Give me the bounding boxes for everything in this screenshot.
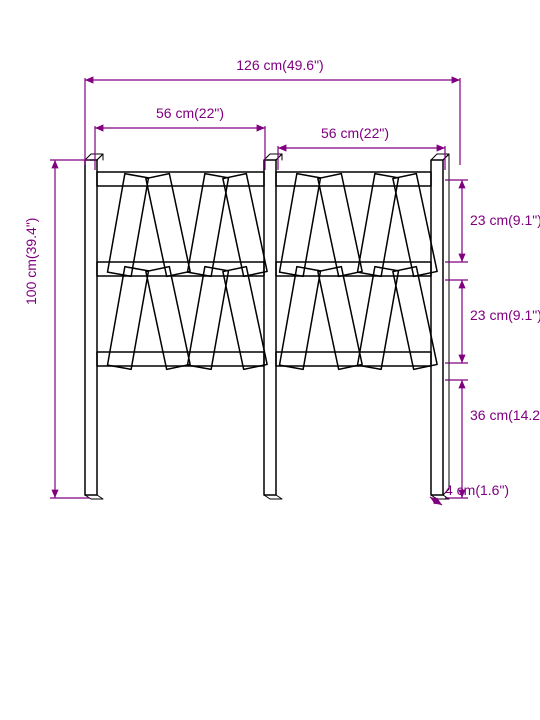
- dim-leg-h: 36 cm(14.2"): [470, 407, 540, 423]
- dimension-lines: [50, 78, 468, 505]
- product-outline: [85, 154, 449, 499]
- dimension-diagram: 126 cm(49.6") 56 cm(22") 56 cm(22") 100 …: [0, 0, 540, 720]
- dim-total-height: 100 cm(39.4"): [23, 218, 39, 305]
- dim-panel-width-r: 56 cm(22"): [321, 125, 389, 141]
- dim-panel-width-l: 56 cm(22"): [156, 105, 224, 121]
- dim-upper-h: 23 cm(9.1"): [470, 212, 540, 228]
- dim-total-width: 126 cm(49.6"): [236, 57, 323, 73]
- dim-lower-h: 23 cm(9.1"): [470, 307, 540, 323]
- dim-depth: 4 cm(1.6"): [445, 482, 509, 498]
